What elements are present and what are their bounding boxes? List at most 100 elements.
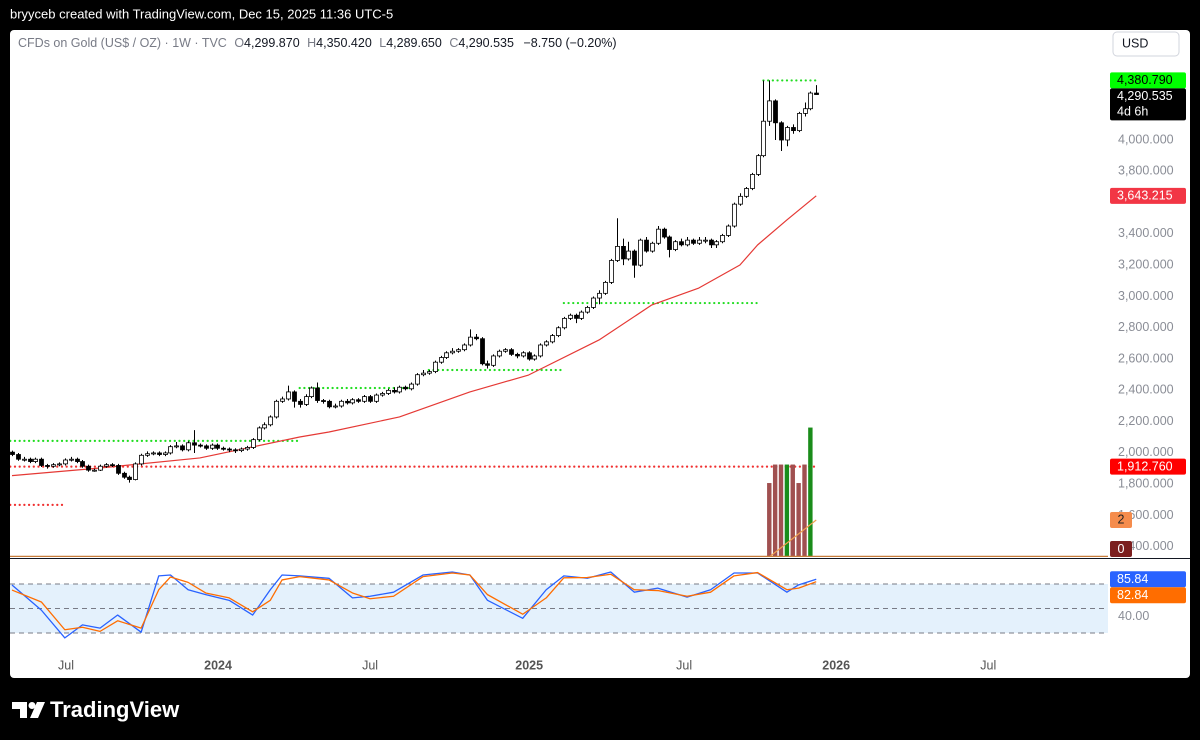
- signal-line: [768, 519, 817, 557]
- legend-change: −8.750 (−0.20%): [523, 36, 616, 50]
- x-tick-label: 2024: [204, 658, 232, 672]
- osc-value-label: 82.84: [1117, 588, 1148, 602]
- baseline-label-box: [1110, 541, 1132, 557]
- histogram-bar: [796, 483, 801, 557]
- candle-body: [644, 239, 649, 252]
- candle-body: [10, 451, 15, 455]
- candle-body: [497, 350, 502, 357]
- candle-body: [638, 239, 643, 266]
- candle-body: [280, 398, 285, 402]
- osc-value-box: [1110, 571, 1186, 588]
- candle-body: [468, 336, 473, 346]
- histogram-bar: [767, 483, 772, 557]
- candle-body: [374, 394, 379, 402]
- candle-body: [697, 239, 702, 244]
- main-pane: [10, 79, 1108, 557]
- candle-body: [163, 452, 168, 455]
- candle-body: [756, 155, 761, 175]
- currency-button[interactable]: [1112, 31, 1180, 57]
- candle-body: [615, 246, 620, 261]
- candle-body: [39, 458, 44, 466]
- candle-body: [732, 203, 737, 227]
- candle-body: [180, 445, 185, 451]
- legend-key: C: [449, 36, 458, 50]
- price-label-box: [1110, 458, 1186, 475]
- y-tick-label: 2,200.000: [1118, 414, 1174, 428]
- candle-body: [556, 327, 561, 336]
- x-tick-label: Jul: [980, 658, 996, 672]
- candle-body: [456, 349, 461, 352]
- signal-label: 2: [1118, 512, 1125, 526]
- candle-body: [538, 344, 543, 357]
- logo-mark: [30, 702, 45, 718]
- y-tick-label: 2,400.000: [1118, 383, 1174, 397]
- legend-value: 4,350.420: [316, 36, 372, 50]
- candle-body: [350, 399, 355, 404]
- price-label-box: [1110, 72, 1186, 89]
- brand: TradingView: [50, 697, 180, 722]
- candle-body: [186, 442, 191, 451]
- candle-body: [192, 442, 197, 446]
- legend-key: H: [307, 36, 316, 50]
- candle-body: [568, 314, 573, 319]
- candle-body: [292, 391, 297, 402]
- y-tick-label: 3,000.000: [1118, 289, 1174, 303]
- legend: CFDs on Gold (US$ / OZ) · 1W · TVC O4,29…: [18, 36, 617, 50]
- baseline-label: 0: [1118, 542, 1125, 556]
- x-tick-label: Jul: [362, 658, 378, 672]
- candle-body: [726, 225, 731, 236]
- candle-body: [333, 405, 338, 408]
- candle-body: [257, 427, 262, 441]
- price-label: 4,290.535: [1117, 89, 1173, 103]
- candle-body: [104, 464, 109, 467]
- candle-body: [356, 399, 361, 402]
- candle-body: [603, 281, 608, 294]
- candle-body: [462, 344, 467, 351]
- candle-body: [397, 386, 402, 393]
- candle-body: [632, 250, 637, 266]
- candle-body: [268, 416, 273, 426]
- candle-body: [45, 465, 50, 467]
- candle-body: [544, 341, 549, 346]
- candle-body: [262, 424, 267, 429]
- candle-body: [585, 307, 590, 313]
- candle-body: [157, 452, 162, 455]
- osc-value-box: [1110, 587, 1186, 604]
- candle-body: [591, 297, 596, 308]
- candle-body: [761, 120, 766, 157]
- x-tick-label: Jul: [58, 658, 74, 672]
- candle-body: [808, 92, 813, 110]
- footer-logo: [12, 702, 45, 718]
- candle-body: [122, 472, 127, 478]
- candle-body: [69, 458, 74, 461]
- candle-body: [28, 458, 33, 462]
- candle-body: [515, 353, 520, 357]
- candle-body: [527, 352, 532, 360]
- candle-body: [245, 447, 250, 450]
- candle-body: [685, 239, 690, 246]
- histogram-bar: [772, 464, 778, 557]
- currency[interactable]: USD: [1122, 36, 1148, 50]
- candle-body: [709, 239, 714, 246]
- candle-body: [744, 188, 749, 197]
- candle-body: [339, 400, 344, 407]
- candle-body: [474, 336, 479, 340]
- candle-body: [750, 174, 755, 189]
- candle-body: [392, 389, 397, 393]
- candle-body: [345, 400, 350, 404]
- candle-body: [16, 454, 21, 460]
- candle-body: [562, 317, 567, 329]
- candle-body: [773, 100, 778, 124]
- candle-body: [550, 335, 555, 343]
- candle-body: [579, 311, 584, 319]
- candle-body: [174, 445, 179, 448]
- candle-body: [362, 396, 367, 402]
- candle-body: [221, 447, 226, 450]
- chart-area: [10, 30, 1190, 678]
- candle-body: [133, 463, 138, 480]
- y-tick-label: 3,800.000: [1118, 164, 1174, 178]
- candle-body: [309, 387, 314, 398]
- candle-body: [626, 250, 631, 260]
- candle-body: [327, 400, 332, 408]
